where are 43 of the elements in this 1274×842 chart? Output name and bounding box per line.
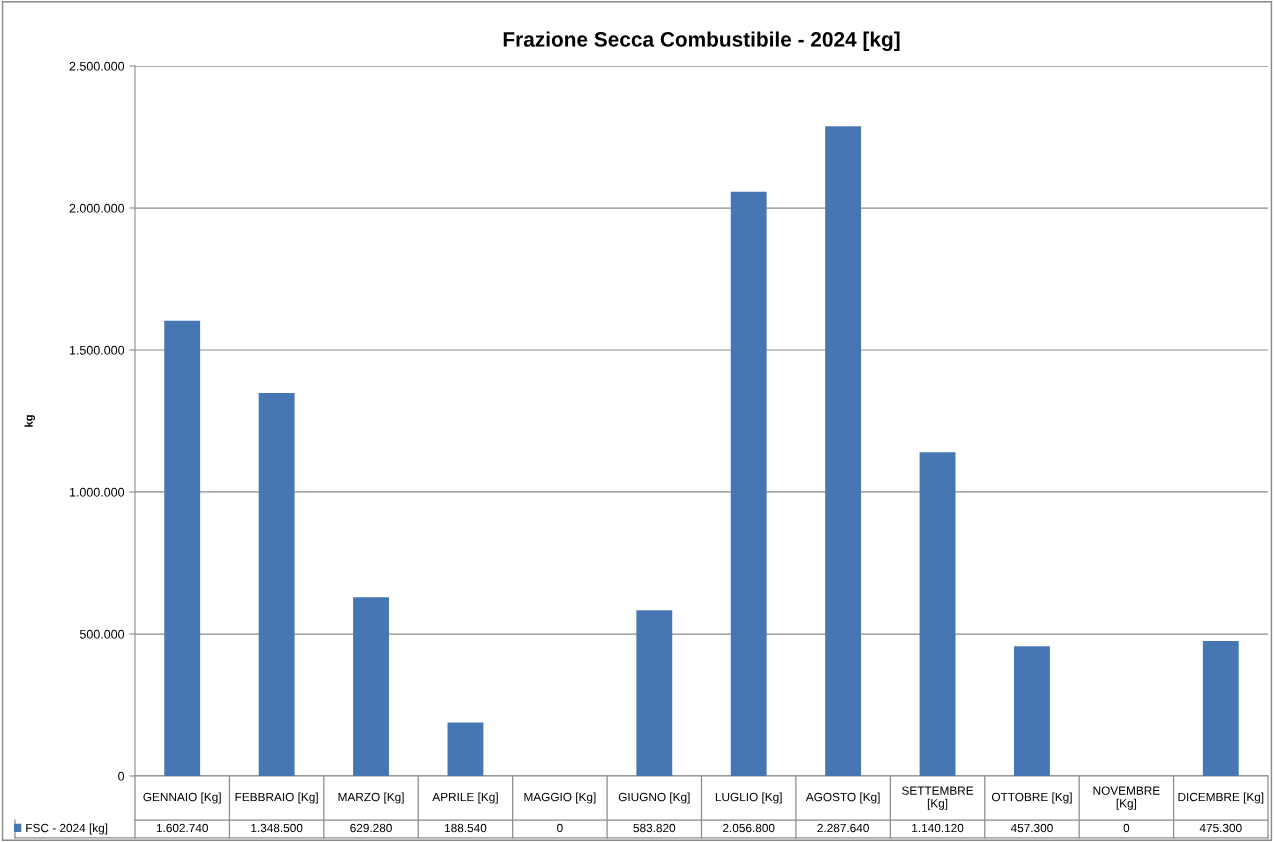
x-tick-label: NOVEMBRE [Kg]	[1093, 786, 1160, 810]
data-label: 475.300	[1199, 823, 1242, 833]
data-label: 1.602.740	[156, 823, 209, 833]
bar	[447, 722, 484, 776]
bar	[1202, 641, 1239, 776]
x-tick-label: AGOSTO [Kg]	[805, 792, 880, 804]
y-tick-label: 2.000.000	[69, 203, 125, 213]
y-axis-title: kg	[24, 415, 35, 427]
data-label: 2.056.800	[723, 823, 775, 833]
data-label: 0	[557, 823, 563, 833]
data-label: 1.348.500	[251, 823, 303, 833]
y-tick-label: 2.500.000	[69, 61, 125, 71]
x-tick-label: LUGLIO [Kg]	[715, 792, 782, 804]
x-tick-label: DICEMBRE [Kg]	[1178, 792, 1264, 804]
data-label: 629.280	[350, 823, 392, 833]
y-tick-label: 500.000	[79, 629, 125, 639]
y-tick-label: 1.000.000	[69, 487, 125, 497]
x-tick-label: FEBBRAIO [Kg]	[235, 792, 318, 804]
bar	[164, 320, 201, 776]
bar	[825, 126, 862, 776]
bar	[1014, 646, 1050, 776]
data-label: 188.540	[445, 823, 487, 833]
y-tick-label: 1.500.000	[69, 345, 125, 355]
x-tick-label: GIUGNO [Kg]	[618, 792, 690, 804]
x-tick-label: GENNAIO [Kg]	[143, 792, 221, 804]
data-label: 457.300	[1010, 823, 1053, 833]
bar	[919, 452, 956, 776]
x-tick-label: APRILE [Kg]	[432, 792, 498, 804]
bar	[636, 610, 673, 776]
bar	[353, 597, 389, 776]
x-tick-label: SETTEMBRE [Kg]	[902, 786, 974, 810]
bar	[730, 191, 767, 776]
x-tick-label: MAGGIO [Kg]	[524, 792, 596, 804]
x-tick-label: OTTOBRE [Kg]	[991, 792, 1072, 804]
legend-label: FSC - 2024 [kg]	[26, 823, 108, 835]
bar	[258, 393, 295, 776]
data-label: 2.287.640	[817, 823, 869, 833]
y-tick-label: 0	[118, 771, 125, 781]
data-label: 0	[1123, 823, 1130, 833]
data-label: 1.140.120	[912, 823, 964, 833]
data-label: 583.820	[633, 823, 676, 833]
chart-title: Frazione Secca Combustibile - 2024 [kg]	[503, 31, 900, 51]
x-tick-label: MARZO [Kg]	[338, 792, 404, 804]
